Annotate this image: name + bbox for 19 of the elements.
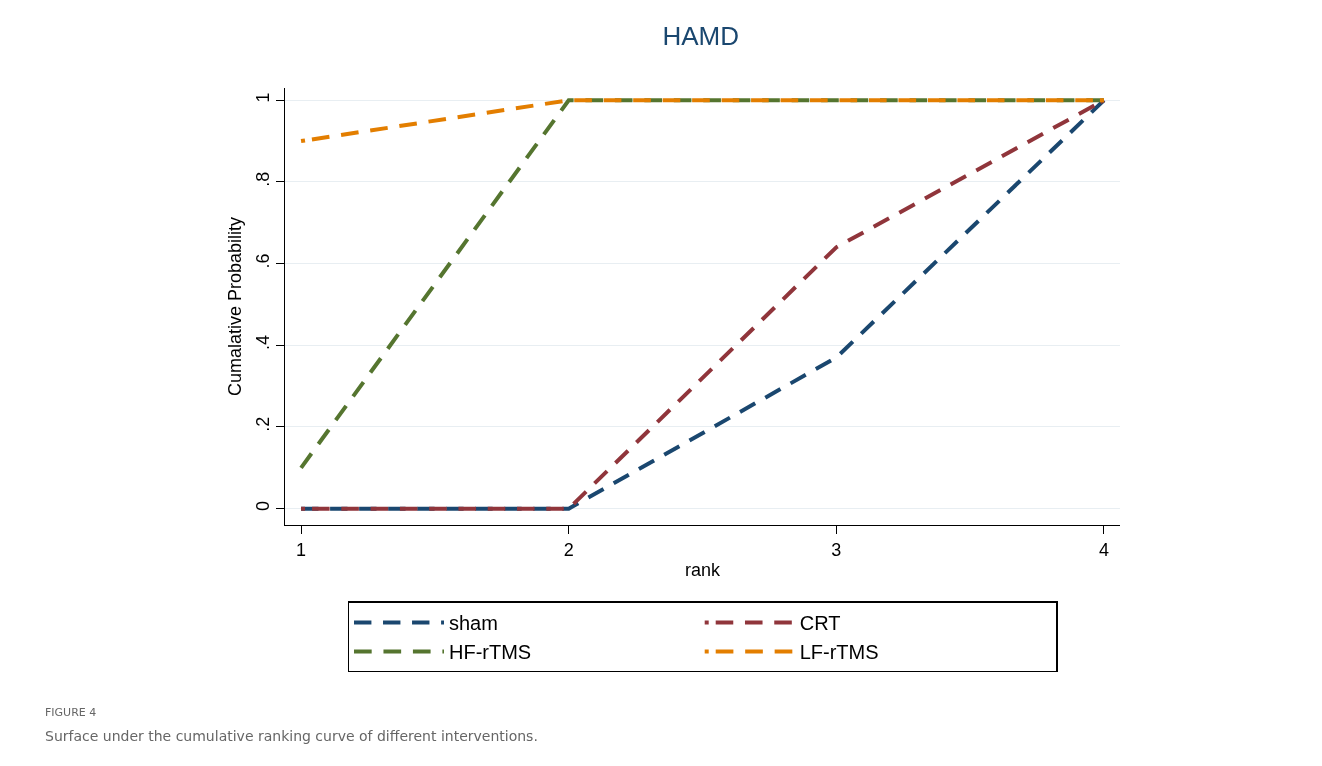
y-tick-label: .6 xyxy=(252,253,273,269)
y-axis-title: Cumalative Probability xyxy=(225,216,245,397)
legend-label: CRT xyxy=(799,612,841,635)
y-tick-label: .4 xyxy=(252,335,273,351)
x-tick-label: 1 xyxy=(296,539,307,560)
legend-label: LF-rTMS xyxy=(799,641,879,664)
y-tick-label: 1 xyxy=(252,92,273,103)
x-tick-label: 3 xyxy=(831,539,842,560)
x-tick-label: 4 xyxy=(1098,539,1109,560)
legend-label: HF-rTMS xyxy=(449,641,532,664)
x-axis-title: rank xyxy=(684,559,722,580)
y-tick-label: 0 xyxy=(252,500,273,511)
y-tick-label: .2 xyxy=(252,416,273,432)
text: Surface under the cumulative ranking curve of different interventions. xyxy=(45,728,538,744)
legend-label: sham xyxy=(449,612,498,635)
x-tick-label: 2 xyxy=(563,539,574,560)
caption: FIGURE 4 xyxy=(45,706,97,719)
y-tick-label: .8 xyxy=(252,171,273,187)
chart-title: HAMD xyxy=(662,21,739,52)
